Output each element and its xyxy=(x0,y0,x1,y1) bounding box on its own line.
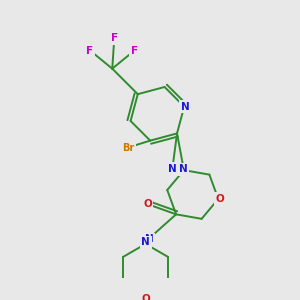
Text: N: N xyxy=(181,102,190,112)
Text: F: F xyxy=(110,33,118,43)
Text: Br: Br xyxy=(122,143,134,153)
Text: N: N xyxy=(145,234,154,244)
Text: O: O xyxy=(216,194,224,204)
Text: F: F xyxy=(86,46,94,56)
Text: N: N xyxy=(178,164,187,174)
Text: O: O xyxy=(143,199,152,209)
Text: N: N xyxy=(168,164,177,174)
Text: O: O xyxy=(141,293,150,300)
Text: F: F xyxy=(131,46,138,56)
Text: N: N xyxy=(141,237,150,247)
